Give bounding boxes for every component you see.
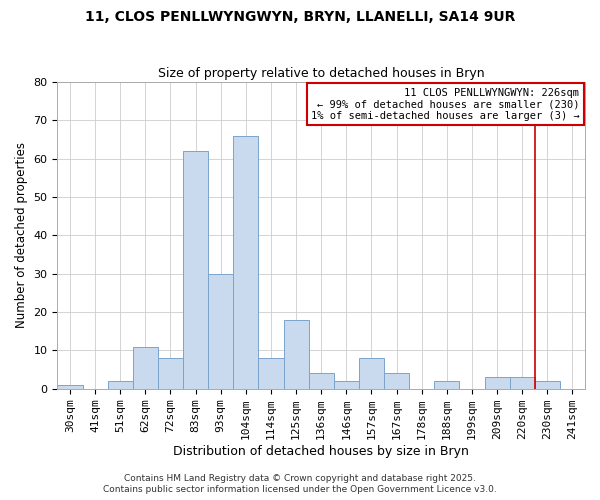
X-axis label: Distribution of detached houses by size in Bryn: Distribution of detached houses by size … [173,444,469,458]
Text: 11 CLOS PENLLWYNGWYN: 226sqm
← 99% of detached houses are smaller (230)
1% of se: 11 CLOS PENLLWYNGWYN: 226sqm ← 99% of de… [311,88,580,121]
Bar [158,358,183,388]
Bar [208,274,233,388]
Bar [509,377,535,388]
Bar [308,374,334,388]
Text: 11, CLOS PENLLWYNGWYN, BRYN, LLANELLI, SA14 9UR: 11, CLOS PENLLWYNGWYN, BRYN, LLANELLI, S… [85,10,515,24]
Bar [485,377,509,388]
Text: Contains HM Land Registry data © Crown copyright and database right 2025.
Contai: Contains HM Land Registry data © Crown c… [103,474,497,494]
Bar [384,374,409,388]
Bar [284,320,308,388]
Bar [434,381,460,388]
Bar [259,358,284,388]
Y-axis label: Number of detached properties: Number of detached properties [15,142,28,328]
Bar [58,385,83,388]
Bar [107,381,133,388]
Title: Size of property relative to detached houses in Bryn: Size of property relative to detached ho… [158,66,485,80]
Bar [133,346,158,389]
Bar [334,381,359,388]
Bar [183,151,208,388]
Bar [535,381,560,388]
Bar [359,358,384,388]
Bar [233,136,259,388]
